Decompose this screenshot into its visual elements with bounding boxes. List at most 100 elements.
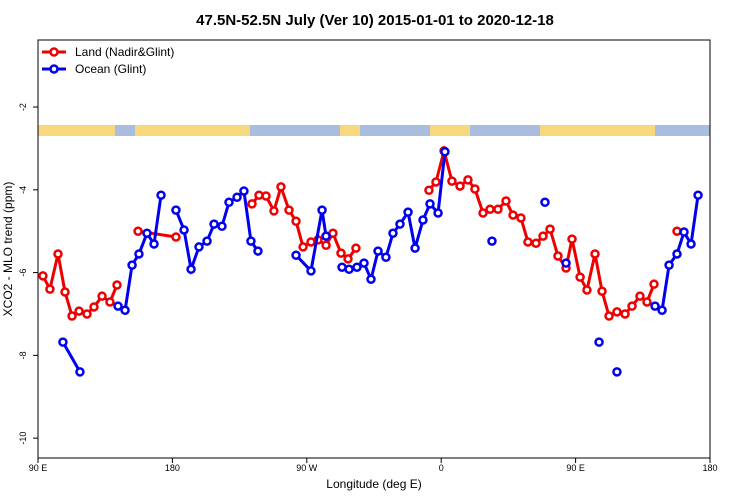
series-point xyxy=(590,249,600,259)
series-point xyxy=(597,286,607,296)
series-point xyxy=(642,297,652,307)
series-point xyxy=(463,175,473,185)
series-point xyxy=(67,311,77,321)
series-point xyxy=(247,199,257,209)
legend-label: Land (Nadir&Glint) xyxy=(75,45,174,59)
series-point xyxy=(142,228,152,239)
series-point xyxy=(538,231,548,241)
series-point xyxy=(60,287,70,297)
series-point xyxy=(627,301,637,311)
series-point xyxy=(531,238,541,248)
series-point xyxy=(612,367,622,377)
series-point xyxy=(455,181,465,191)
series-point xyxy=(470,184,480,194)
series-point xyxy=(594,337,604,347)
series-point xyxy=(575,272,585,282)
series-point xyxy=(156,190,166,200)
series-point xyxy=(38,271,48,281)
series-point xyxy=(693,190,703,200)
chart-title: 47.5N-52.5N July (Ver 10) 2015-01-01 to … xyxy=(196,12,554,29)
series-point xyxy=(232,192,242,203)
series-point xyxy=(149,239,159,249)
series-point xyxy=(202,236,212,246)
series-point xyxy=(74,306,84,316)
series-point xyxy=(113,301,123,311)
y-tick-label: -4 xyxy=(18,186,28,194)
x-tick-label: 90 W xyxy=(296,463,318,473)
series-point xyxy=(317,205,327,215)
series-point xyxy=(58,337,68,347)
y-tick-label: -8 xyxy=(18,351,28,359)
x-tick-label: 0 xyxy=(439,463,444,473)
series-point xyxy=(89,302,99,312)
series-line xyxy=(341,151,447,284)
series-point xyxy=(298,242,308,252)
series-point xyxy=(284,205,294,215)
series-point xyxy=(425,199,435,209)
series-point xyxy=(53,249,63,259)
series-point xyxy=(612,307,622,317)
series-point xyxy=(112,280,122,290)
series-point xyxy=(418,215,428,225)
series-point xyxy=(508,210,518,220)
x-axis-label: Longitude (deg E) xyxy=(326,477,421,491)
series-point xyxy=(127,260,137,270)
series-point xyxy=(276,182,286,192)
series-point xyxy=(567,234,577,244)
series-point xyxy=(351,243,361,253)
series-point xyxy=(485,204,495,215)
series-point xyxy=(179,225,189,235)
series-point xyxy=(604,311,614,321)
plot-frame xyxy=(37,39,711,459)
series-line xyxy=(61,341,82,373)
series-line xyxy=(294,209,328,275)
series-point xyxy=(224,197,234,207)
series-point xyxy=(523,237,533,247)
legend-label: Ocean (Glint) xyxy=(75,62,146,76)
series-point xyxy=(487,236,497,246)
series-point xyxy=(440,146,450,157)
series-point xyxy=(561,258,571,268)
series-point xyxy=(431,177,441,187)
series-point xyxy=(395,219,405,229)
series-point xyxy=(217,221,227,231)
series-point xyxy=(433,208,443,218)
legend-marker xyxy=(49,64,59,74)
series-point xyxy=(120,305,130,316)
series-point xyxy=(672,249,682,259)
series-point xyxy=(359,258,369,268)
series-point xyxy=(635,291,645,301)
series-point xyxy=(186,264,196,275)
series-point xyxy=(545,224,555,234)
series-point xyxy=(403,207,413,217)
series-point xyxy=(478,208,488,218)
series-point xyxy=(664,260,674,270)
y-tick-label: -10 xyxy=(18,432,28,445)
series-point xyxy=(657,305,667,316)
series-point xyxy=(97,291,107,301)
series-point xyxy=(516,213,526,223)
series-point xyxy=(75,367,85,377)
x-tick-label: 180 xyxy=(702,463,717,473)
series-point xyxy=(171,232,181,242)
series-point xyxy=(686,239,696,249)
y-tick-label: -6 xyxy=(18,269,28,277)
series-point xyxy=(424,185,434,195)
series-point xyxy=(261,191,271,201)
series-point xyxy=(134,249,144,259)
series-point xyxy=(306,266,316,276)
series-point xyxy=(352,262,362,272)
series-point xyxy=(344,264,354,275)
series-point xyxy=(582,285,592,295)
series-point xyxy=(321,231,331,241)
series-point xyxy=(553,251,563,261)
series-point xyxy=(447,176,457,186)
series-point xyxy=(269,206,279,216)
series-point xyxy=(239,186,249,196)
series-point xyxy=(381,252,391,263)
series-point xyxy=(321,240,331,251)
series-point xyxy=(366,274,376,284)
land-ocean-strip xyxy=(38,125,710,136)
series-point xyxy=(82,309,92,319)
